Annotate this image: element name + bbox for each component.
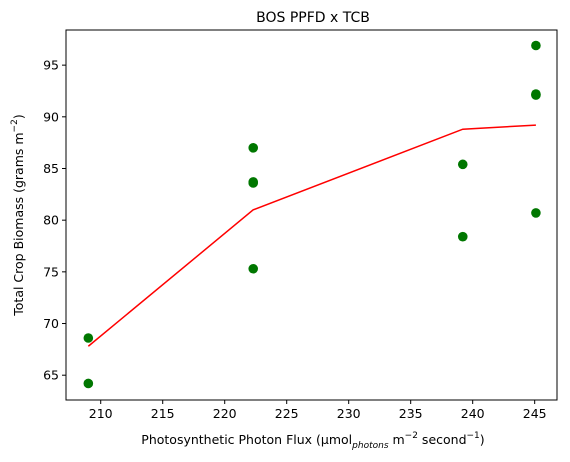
chart-title: BOS PPFD x TCB: [256, 10, 370, 26]
x-tick-label: 225: [275, 406, 299, 421]
data-point: [248, 143, 259, 153]
data-point: [531, 208, 541, 218]
x-axis-title-sub: photons: [351, 441, 389, 451]
trend-line: [87, 124, 536, 347]
x-axis-title-mid2: second: [418, 432, 467, 447]
data-point: [531, 90, 541, 100]
y-tick-label: 95: [43, 58, 59, 73]
y-axis-title-sup: −2: [10, 119, 20, 132]
y-tick-label: 85: [43, 161, 59, 176]
y-tick-label: 80: [43, 213, 59, 228]
x-tick-label: 210: [89, 406, 113, 421]
x-tick-label: 215: [151, 406, 175, 421]
data-point: [457, 231, 468, 242]
x-tick-label: 245: [523, 406, 547, 421]
plot-area: [83, 40, 541, 389]
x-axis-title-sup2: −1: [467, 431, 480, 441]
x-axis-title-main: Photosynthetic Photon Flux (μmol: [141, 432, 352, 447]
data-point: [531, 40, 541, 51]
ticks: 210 215 220 225 230 235 240 245 65 70 75 80 85 90 95: [43, 58, 547, 421]
y-tick-label: 90: [43, 109, 59, 124]
x-axis-title-sup1: −2: [405, 431, 418, 441]
data-point: [83, 333, 94, 343]
y-axis-title-close: ): [11, 114, 26, 119]
data-point: [457, 159, 468, 170]
x-tick-label: 230: [337, 406, 361, 421]
data-point: [83, 378, 94, 389]
data-point: [248, 263, 259, 274]
y-axis-title-main: Total Crop Biomass (grams m: [11, 132, 26, 316]
x-tick-label: 220: [213, 406, 237, 421]
x-axis-title-close: ): [480, 432, 485, 447]
y-axis-title: Total Crop Biomass (grams m−2): [10, 114, 26, 316]
x-tick-label: 235: [399, 406, 423, 421]
x-axis-title: Photosynthetic Photon Flux (μmolphotons …: [141, 431, 484, 451]
y-tick-label: 65: [43, 368, 59, 383]
y-tick-label: 75: [43, 264, 59, 279]
x-tick-label: 240: [461, 406, 485, 421]
y-tick-label: 70: [43, 316, 59, 331]
data-point: [248, 177, 259, 187]
plot-frame: [65, 29, 558, 401]
axes: [65, 29, 558, 401]
x-axis-title-mid: m: [389, 432, 405, 447]
